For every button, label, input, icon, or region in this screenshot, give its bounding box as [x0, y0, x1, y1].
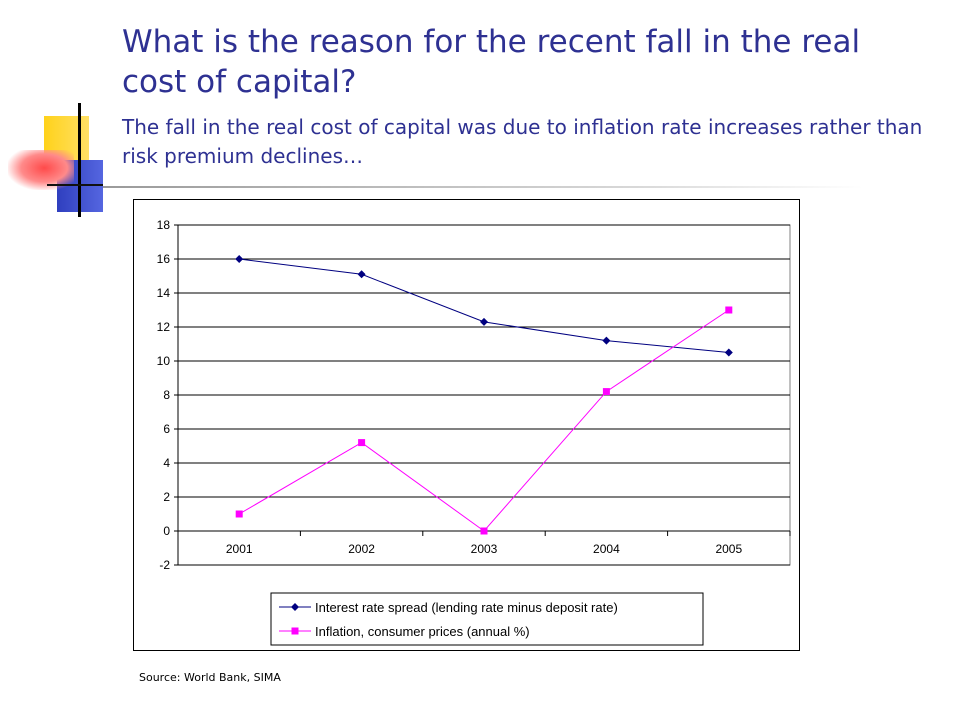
series-2-point — [358, 439, 366, 447]
x-tick-label: 2002 — [348, 542, 375, 556]
series-2-point — [725, 306, 733, 314]
series-2-point — [602, 388, 610, 396]
x-tick-label: 2001 — [226, 542, 253, 556]
x-tick-label: 2005 — [715, 542, 742, 556]
legend-swatch-marker — [291, 627, 299, 635]
slide-subtitle: The fall in the real cost of capital was… — [122, 115, 923, 168]
series-2-point — [480, 527, 488, 535]
slide-title: What is the reason for the recent fall i… — [122, 24, 861, 100]
decorative-horizontal-line — [47, 184, 103, 186]
y-tick-label: 16 — [157, 252, 171, 266]
y-tick-label: 6 — [163, 422, 170, 436]
legend-label: Interest rate spread (lending rate minus… — [315, 600, 618, 615]
legend-swatch-marker — [291, 603, 299, 611]
title-divider-rule — [103, 186, 863, 188]
series-2-point — [235, 510, 243, 518]
decorative-red-glow — [8, 150, 74, 190]
series-1-point — [602, 336, 611, 345]
line-chart: 18 16 14 12 10 8 6 4 2 0 -2 2001 2002 2003 2004 2005 Int… — [157, 218, 791, 646]
series-1-point — [724, 348, 733, 357]
y-tick-label: 2 — [163, 490, 170, 504]
x-tick-label: 2003 — [471, 542, 498, 556]
y-tick-label: 4 — [163, 456, 170, 470]
series-1-point — [357, 270, 366, 279]
source-note: Source: World Bank, SIMA — [139, 671, 281, 684]
y-tick-label: 18 — [157, 218, 171, 232]
y-tick-label: 14 — [157, 286, 171, 300]
legend-label: Inflation, consumer prices (annual %) — [315, 624, 530, 639]
y-tick-label: 0 — [163, 524, 170, 538]
y-tick-label: 10 — [157, 354, 171, 368]
chart-frame: 18 16 14 12 10 8 6 4 2 0 -2 2001 2002 2003 2004 2005 Int… — [133, 199, 800, 651]
series-line-1 — [239, 258, 729, 353]
y-tick-label: -2 — [159, 558, 170, 572]
series-1-point — [480, 317, 488, 326]
y-tick-label: 12 — [157, 320, 171, 334]
y-tick-label: 8 — [163, 388, 170, 402]
series-1-point — [235, 255, 244, 263]
decorative-vertical-line — [78, 103, 81, 217]
x-tick-label: 2004 — [593, 542, 620, 556]
series-line-2 — [238, 309, 730, 532]
legend — [270, 592, 704, 646]
